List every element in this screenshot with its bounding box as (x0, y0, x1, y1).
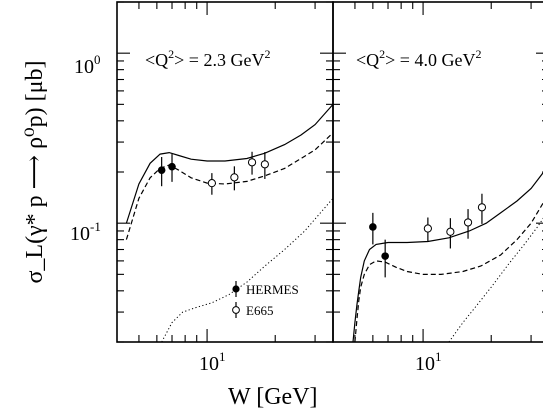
e665-data-point (423, 217, 432, 242)
solid-curve (352, 171, 543, 343)
marker (247, 158, 257, 167)
marker (369, 223, 377, 231)
model-curves (125, 104, 543, 343)
e665-data-point (463, 209, 473, 239)
panel-label-right: <Q2> = 4.0 GeV2 (356, 47, 481, 70)
hermes-data-point (381, 239, 389, 278)
dotted-curve (448, 217, 543, 343)
axis-ticks (117, 1, 543, 343)
e665-data-point (260, 152, 269, 179)
hermes-data-point (369, 212, 377, 245)
marker (477, 203, 487, 212)
marker (230, 173, 239, 182)
legend-hermes-marker (232, 281, 240, 297)
marker (157, 166, 166, 174)
legend-e665-label: E665 (246, 303, 273, 318)
hermes-data-point (157, 157, 166, 187)
marker (446, 227, 455, 236)
legend-e665-marker (232, 302, 240, 318)
panel-label-left: <Q2> = 2.3 GeV2 (145, 47, 270, 70)
e665-data-point (477, 193, 487, 224)
e665-data-point (247, 151, 257, 175)
marker (423, 224, 432, 233)
dashed-curve (354, 202, 543, 343)
x-axis-label: W [GeV] (228, 384, 318, 410)
ytick-label-1e0: 100 (74, 52, 101, 78)
solid-curve (125, 104, 334, 224)
y-axis-label: σ_L(γ* p ⟶ ρ⁰p) [μb] (22, 60, 48, 283)
e665-data-point (230, 166, 239, 191)
e665-data-point (446, 218, 455, 249)
xtick-label-left: 101 (199, 349, 226, 375)
marker (207, 179, 216, 188)
legend-hermes-label: HERMES (246, 282, 299, 297)
marker (168, 162, 176, 171)
data-points (157, 151, 487, 278)
hermes-data-point (168, 154, 176, 182)
xtick-label-right: 101 (415, 349, 442, 375)
e665-data-point (207, 173, 216, 195)
marker (463, 218, 473, 227)
legend: HERMES E665 (232, 281, 299, 318)
marker (381, 252, 389, 260)
marker (260, 160, 269, 169)
dashed-curve (125, 132, 334, 240)
dotted-curve (161, 197, 334, 343)
ytick-label-1e-1: 10-1 (70, 219, 101, 245)
